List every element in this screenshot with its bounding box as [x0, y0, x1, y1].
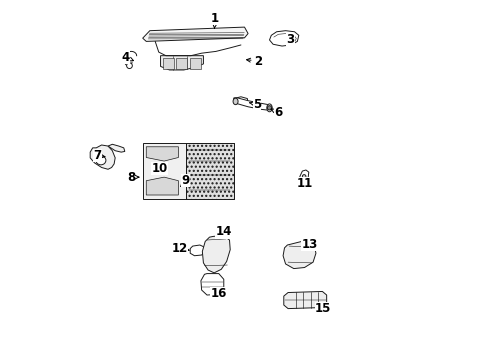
Circle shape	[267, 106, 271, 110]
Polygon shape	[269, 31, 298, 46]
Polygon shape	[233, 98, 270, 111]
Polygon shape	[233, 97, 247, 104]
Polygon shape	[185, 143, 233, 199]
Polygon shape	[142, 143, 233, 199]
Text: 4: 4	[122, 51, 133, 64]
Polygon shape	[201, 274, 224, 295]
Polygon shape	[146, 177, 178, 195]
Circle shape	[302, 175, 305, 178]
Text: 11: 11	[296, 177, 312, 190]
Text: 8: 8	[126, 171, 139, 184]
Ellipse shape	[96, 156, 106, 165]
Polygon shape	[90, 145, 115, 169]
FancyBboxPatch shape	[190, 58, 201, 68]
Text: 16: 16	[210, 287, 226, 300]
Text: 2: 2	[246, 55, 262, 68]
FancyBboxPatch shape	[176, 58, 186, 68]
Ellipse shape	[233, 98, 238, 105]
Polygon shape	[190, 245, 205, 256]
Ellipse shape	[266, 104, 272, 112]
Text: 10: 10	[151, 162, 167, 175]
Text: 7: 7	[93, 149, 105, 162]
Polygon shape	[283, 242, 315, 269]
Circle shape	[126, 63, 132, 68]
Polygon shape	[146, 147, 178, 161]
Polygon shape	[142, 27, 247, 41]
Text: 1: 1	[211, 12, 219, 28]
Polygon shape	[283, 292, 326, 309]
Polygon shape	[202, 235, 230, 273]
Text: 13: 13	[301, 238, 317, 251]
Text: 5: 5	[249, 98, 261, 111]
Text: 9: 9	[181, 174, 189, 187]
Text: 15: 15	[314, 302, 330, 315]
Polygon shape	[299, 170, 308, 182]
Text: 14: 14	[215, 225, 231, 238]
Text: 12: 12	[171, 242, 189, 255]
FancyBboxPatch shape	[163, 58, 173, 68]
Polygon shape	[160, 56, 203, 70]
Polygon shape	[108, 144, 124, 152]
Text: 6: 6	[270, 106, 282, 120]
Text: 3: 3	[285, 33, 294, 46]
